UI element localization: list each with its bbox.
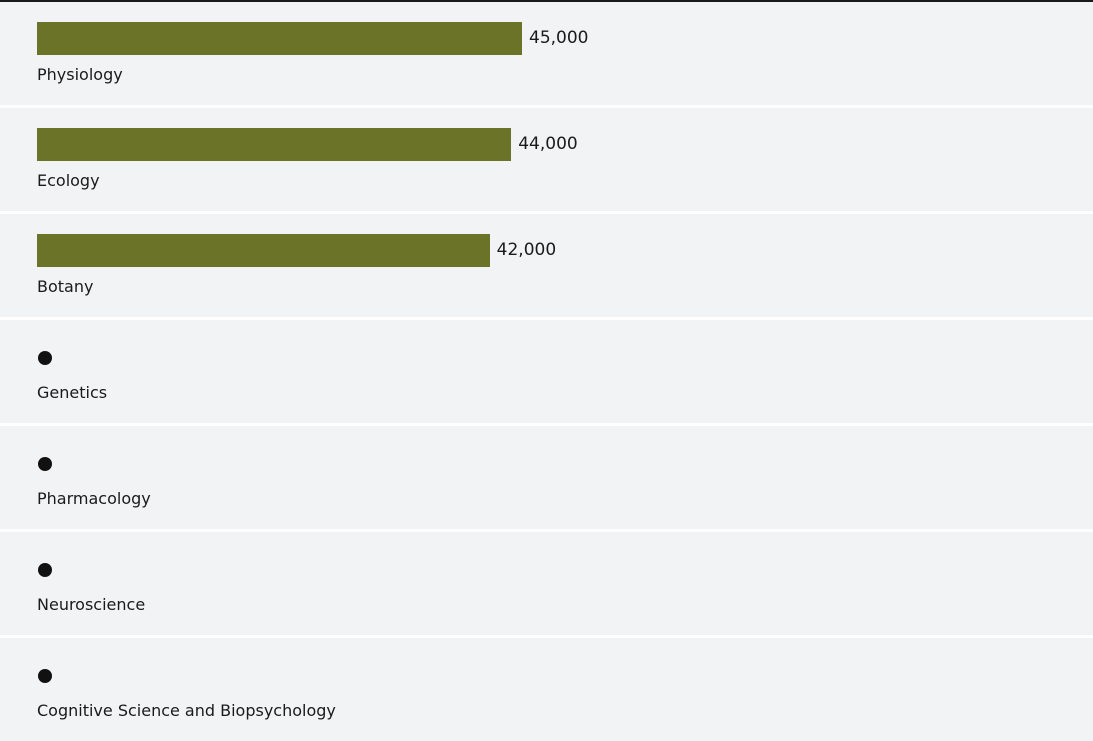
missing-value-marker	[38, 457, 52, 471]
chart-row: Neuroscience	[0, 532, 1093, 638]
chart-row: 44,000 Ecology	[0, 108, 1093, 214]
chart-row: 45,000 Physiology	[0, 2, 1093, 108]
chart-row: Genetics	[0, 320, 1093, 426]
bar	[37, 22, 522, 55]
missing-value-marker	[38, 351, 52, 365]
category-label: Botany	[37, 277, 94, 296]
data-label: 44,000	[518, 134, 578, 154]
missing-value-marker	[38, 669, 52, 683]
category-label: Neuroscience	[37, 595, 146, 614]
category-label: Pharmacology	[37, 489, 151, 508]
missing-value-marker	[38, 563, 52, 577]
data-label: 45,000	[529, 28, 589, 48]
chart-row: Pharmacology	[0, 426, 1093, 532]
category-label: Ecology	[37, 171, 100, 190]
data-label: 42,000	[496, 240, 557, 260]
top-rule	[0, 0, 1093, 2]
bar	[37, 234, 490, 267]
bar	[37, 128, 512, 161]
chart-row: 42,000 Botany	[0, 214, 1093, 320]
category-label: Genetics	[37, 383, 108, 402]
category-label: Cognitive Science and Biopsychology	[37, 701, 336, 720]
chart-row: Cognitive Science and Biopsychology	[0, 638, 1093, 741]
category-label: Physiology	[37, 65, 123, 84]
